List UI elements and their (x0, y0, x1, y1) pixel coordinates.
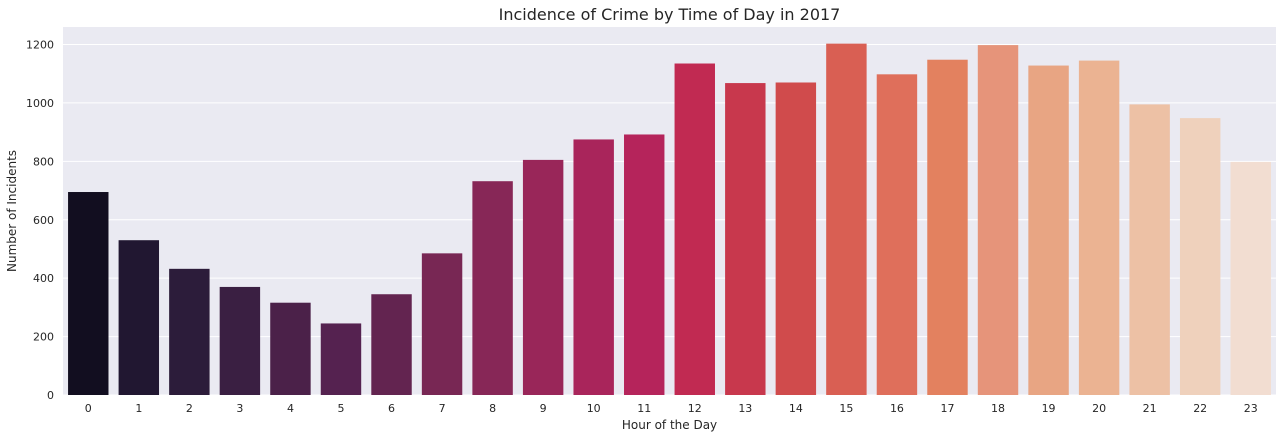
x-tick-label: 4 (287, 402, 294, 415)
x-tick-label: 0 (85, 402, 92, 415)
bar-hour-12 (674, 63, 715, 396)
x-tick-label: 5 (337, 402, 344, 415)
bar-hour-13 (725, 83, 766, 396)
bar-hour-15 (826, 43, 867, 396)
x-tick-label: 6 (388, 402, 395, 415)
x-tick-label: 19 (1042, 402, 1056, 415)
bar-hour-2 (169, 268, 210, 395)
x-tick-label: 14 (789, 402, 803, 415)
x-tick-label: 7 (439, 402, 446, 415)
x-tick-label: 10 (587, 402, 601, 415)
bar-hour-9 (522, 159, 564, 395)
bar-hour-5 (320, 323, 362, 395)
x-tick-label: 15 (839, 402, 853, 415)
bar-hour-4 (270, 302, 311, 395)
grid-lines (63, 44, 1276, 396)
y-tick-label: 600 (33, 214, 54, 227)
bar-hour-20 (1078, 60, 1120, 395)
x-tick-label: 16 (890, 402, 904, 415)
bar-hour-14 (775, 82, 817, 395)
x-tick-label: 11 (637, 402, 651, 415)
x-tick-label: 9 (540, 402, 547, 415)
x-tick-label: 23 (1244, 402, 1258, 415)
bar-hour-11 (624, 134, 665, 395)
y-axis-ticks: 0 200 400 600 800 1000 1200 (26, 39, 54, 402)
bar-hour-10 (573, 139, 614, 395)
x-tick-label: 3 (236, 402, 243, 415)
y-tick-label: 1200 (26, 39, 54, 52)
bars-group (68, 43, 1271, 396)
bar-hour-18 (977, 45, 1019, 395)
bar-hour-6 (371, 294, 412, 395)
bar-hour-3 (219, 286, 261, 395)
x-tick-label: 2 (186, 402, 193, 415)
y-tick-label: 400 (33, 272, 54, 285)
x-tick-label: 8 (489, 402, 496, 415)
bar-hour-1 (118, 240, 160, 395)
x-tick-label: 20 (1092, 402, 1106, 415)
x-axis-label: Hour of the Day (622, 418, 717, 432)
bar-hour-22 (1179, 118, 1221, 395)
chart-title: Incidence of Crime by Time of Day in 201… (499, 5, 841, 24)
x-axis-ticks: 0 1 2 3 4 5 6 7 8 9 10 11 12 13 14 15 16 17 18 19 20 21 22 23 (85, 402, 1258, 415)
x-tick-label: 22 (1193, 402, 1207, 415)
bar-hour-17 (927, 59, 968, 395)
x-tick-label: 21 (1143, 402, 1157, 415)
x-tick-label: 13 (738, 402, 752, 415)
y-axis-label: Number of Incidents (5, 150, 19, 272)
bar-hour-21 (1129, 104, 1170, 396)
bar-hour-0 (68, 192, 109, 395)
y-tick-label: 0 (47, 389, 54, 402)
y-tick-label: 800 (33, 155, 54, 168)
x-tick-label: 12 (688, 402, 702, 415)
bar-hour-8 (472, 181, 513, 395)
y-tick-label: 1000 (26, 97, 54, 110)
plot-area (63, 27, 1276, 395)
bar-hour-19 (1028, 65, 1069, 396)
x-tick-label: 1 (135, 402, 142, 415)
bar-hour-23 (1230, 161, 1271, 395)
x-tick-label: 18 (991, 402, 1005, 415)
x-tick-label: 17 (940, 402, 954, 415)
bar-hour-16 (876, 74, 918, 396)
y-tick-label: 200 (33, 331, 54, 344)
bar-hour-7 (421, 253, 463, 395)
